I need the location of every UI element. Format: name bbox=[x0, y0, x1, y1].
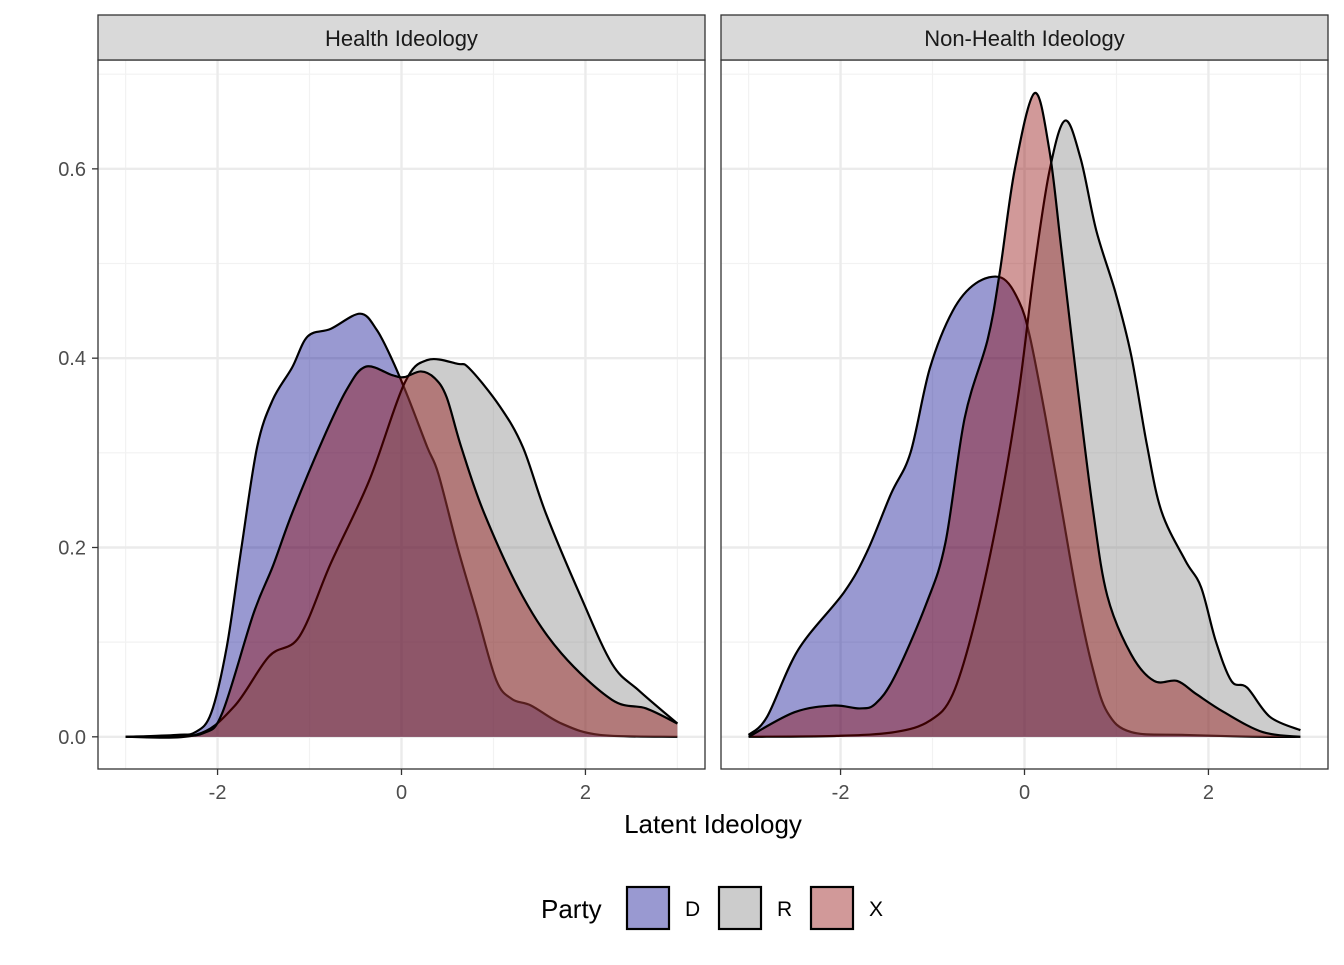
strip-title: Health Ideology bbox=[325, 26, 478, 51]
density-area-D bbox=[125, 313, 678, 737]
legend-key-bg bbox=[627, 887, 669, 929]
density-line-X bbox=[748, 92, 1301, 738]
strip-title: Non-Health Ideology bbox=[924, 26, 1125, 51]
x-axis-label: Latent Ideology bbox=[624, 809, 802, 839]
density-area-X bbox=[748, 92, 1301, 737]
y-tick-label: 0.4 bbox=[58, 348, 86, 370]
legend-label: D bbox=[685, 898, 700, 921]
x-tick-label: 0 bbox=[396, 782, 407, 804]
density-area-R bbox=[125, 359, 678, 738]
density-line-X bbox=[125, 365, 678, 738]
y-tick-label: 0.0 bbox=[58, 727, 86, 749]
panel-1: Health Ideology -2 0 2 0.0 0.2 0.4 0.6 bbox=[58, 14, 706, 804]
legend-key-R bbox=[717, 885, 763, 931]
y-tick-label: 0.6 bbox=[58, 159, 86, 181]
density-line-D bbox=[747, 275, 1301, 739]
legend: Party D R X bbox=[541, 885, 883, 931]
legend-key-bg bbox=[719, 887, 761, 929]
legend-item-R: R bbox=[717, 885, 792, 931]
x-tick-label: 2 bbox=[580, 782, 591, 804]
density-area-R bbox=[748, 120, 1301, 737]
x-tick-label: -2 bbox=[832, 782, 850, 804]
legend-item-D: D bbox=[625, 885, 700, 931]
panel-2: Non-Health Ideology -2 0 2 bbox=[720, 14, 1329, 804]
density-line-D bbox=[125, 312, 678, 738]
x-tick-label: -2 bbox=[209, 782, 227, 804]
strip bbox=[720, 14, 1329, 61]
x-tick-label: 0 bbox=[1019, 782, 1030, 804]
y-tick-label: 0.2 bbox=[58, 537, 86, 559]
x-tick-label: 2 bbox=[1203, 782, 1214, 804]
density-area-D bbox=[748, 276, 1301, 737]
strip bbox=[97, 14, 706, 61]
legend-item-X: X bbox=[809, 885, 883, 931]
density-line-R bbox=[748, 119, 1301, 738]
legend-label: R bbox=[777, 898, 792, 921]
legend-key-D bbox=[625, 885, 671, 931]
density-area-X bbox=[125, 366, 678, 737]
legend-key-bg bbox=[811, 887, 853, 929]
density-line-R bbox=[125, 357, 679, 739]
legend-title: Party bbox=[541, 894, 602, 924]
legend-label: X bbox=[869, 898, 883, 921]
legend-key-X bbox=[809, 885, 855, 931]
